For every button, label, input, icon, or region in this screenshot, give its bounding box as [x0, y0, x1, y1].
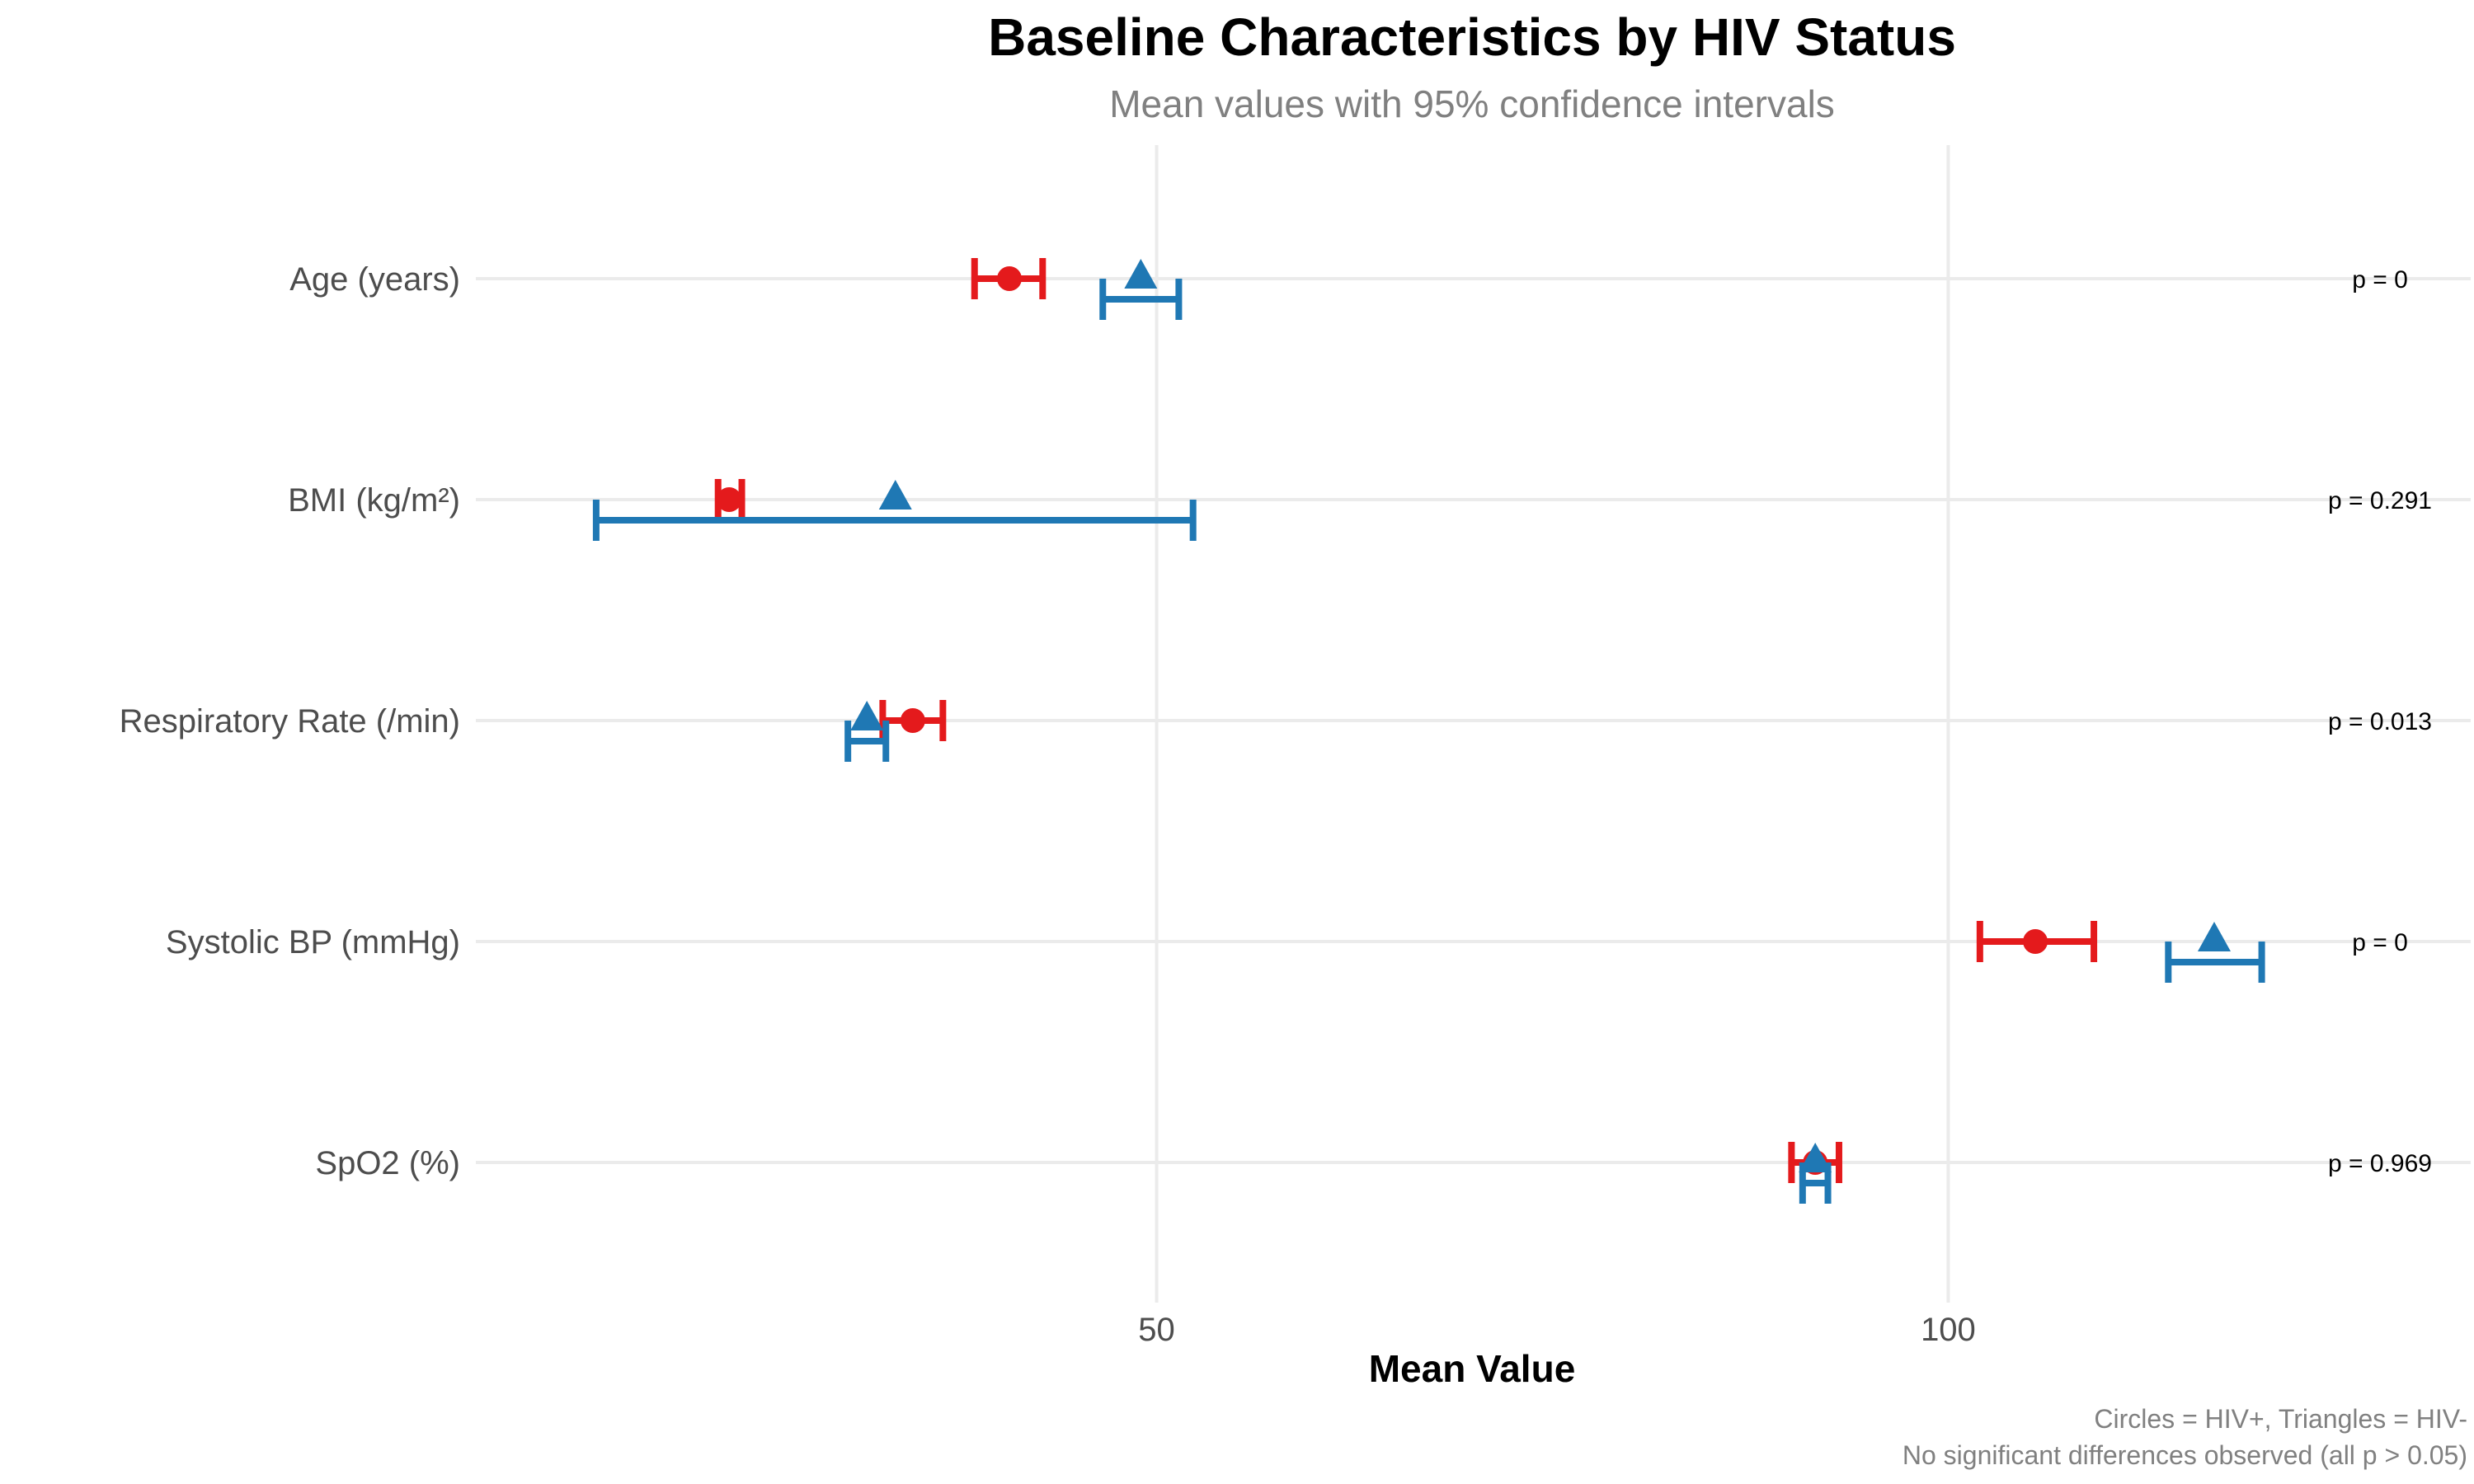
y-tick-label-spo2: SpO2 (%) — [315, 1145, 460, 1181]
point-triangle-age-years — [1124, 259, 1158, 289]
y-tick-label-bmi-kg-m: BMI (kg/m²) — [288, 482, 460, 519]
chart-title: Baseline Characteristics by HIV Status — [988, 7, 1956, 67]
p-value-systolic-bp-mmhg: p = 0 — [2352, 929, 2408, 956]
series — [592, 258, 2265, 1204]
caption-line-2: No significant differences observed (all… — [1903, 1440, 2467, 1470]
y-tick-label-systolic-bp-mmhg: Systolic BP (mmHg) — [166, 924, 460, 960]
point-circle-respiratory-rate-min — [900, 708, 925, 733]
p-values: p = 0 p = 0.291 p = 0.013 p = 0 p = 0.969 — [2328, 266, 2432, 1177]
p-value-spo2: p = 0.969 — [2328, 1150, 2432, 1177]
caption-line-1: Circles = HIV+, Triangles = HIV- — [2094, 1404, 2467, 1434]
point-circle-bmi-kg-m — [717, 487, 742, 512]
y-tick-label-age-years: Age (years) — [289, 261, 460, 298]
point-triangle-spo2 — [1799, 1143, 1832, 1172]
p-value-age-years: p = 0 — [2352, 266, 2408, 294]
x-axis-label: Mean Value — [1369, 1347, 1576, 1390]
point-triangle-respiratory-rate-min — [850, 701, 884, 730]
x-tick-label-100: 100 — [1921, 1312, 1976, 1348]
y-tick-label-respiratory-rate-min: Respiratory Rate (/min) — [120, 703, 460, 740]
x-tick-label-50: 50 — [1138, 1312, 1175, 1348]
p-value-respiratory-rate-min: p = 0.013 — [2328, 708, 2432, 735]
x-axis-ticks: 50 100 — [1138, 1312, 1976, 1348]
point-triangle-systolic-bp-mmhg — [2197, 922, 2231, 951]
grid — [476, 145, 2471, 1303]
series-triangle — [592, 259, 2265, 1204]
point-triangle-bmi-kg-m — [878, 480, 912, 510]
point-circle-systolic-bp-mmhg — [2023, 929, 2048, 954]
chart-subtitle: Mean values with 95% confidence interval… — [1109, 82, 1835, 125]
point-circle-age-years — [996, 266, 1022, 291]
p-value-bmi-kg-m: p = 0.291 — [2328, 487, 2432, 514]
y-axis-ticks: Age (years) BMI (kg/m²) Respiratory Rate (… — [120, 261, 460, 1181]
